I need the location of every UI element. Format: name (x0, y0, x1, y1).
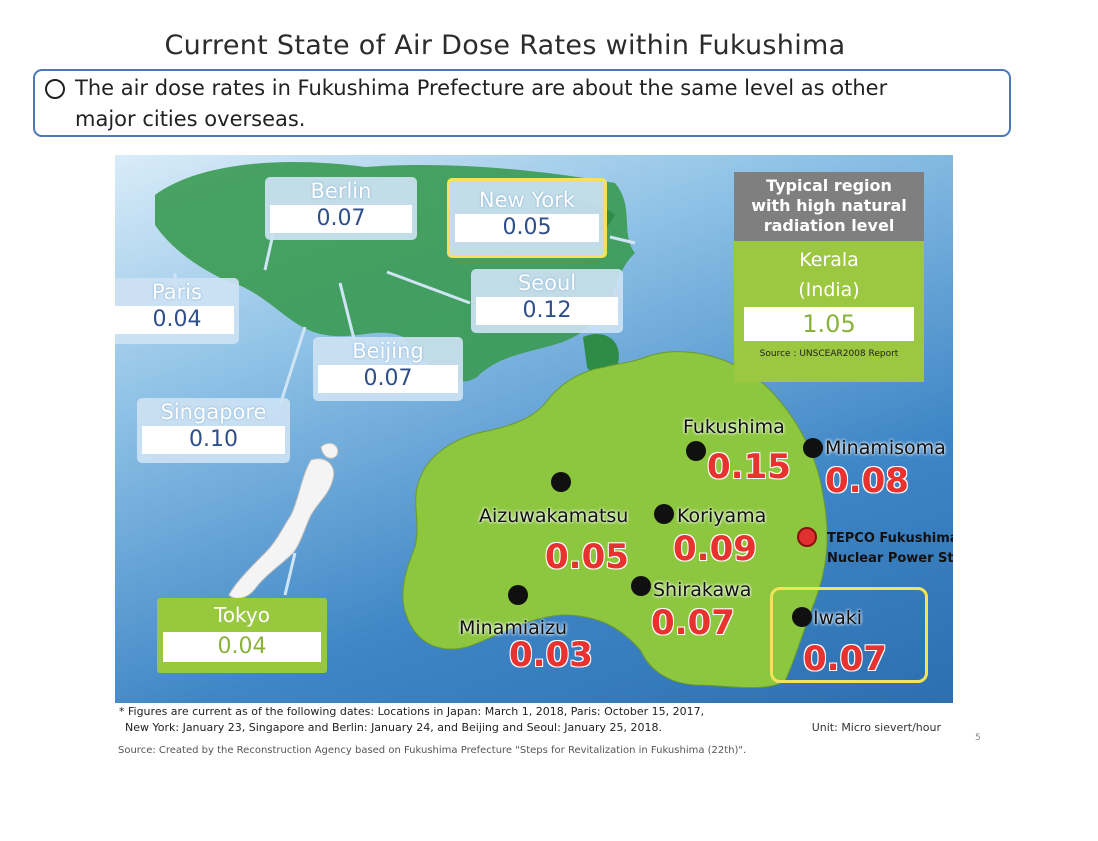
location-value: 0.03 (509, 635, 593, 675)
dose-rate-map: Berlin 0.07 New York 0.05 Paris 0.04 Seo… (115, 155, 953, 740)
location-label: Koriyama (677, 505, 767, 527)
location-marker (803, 438, 823, 458)
nuclear-plant-marker-icon (797, 527, 817, 547)
location-value: 0.07 (651, 603, 735, 643)
city-value: 0.04 (115, 306, 234, 334)
city-singapore: Singapore 0.10 (137, 398, 290, 463)
location-label: Minamisoma (825, 437, 946, 459)
location-value: 0.07 (803, 639, 887, 679)
tepco-label: TEPCO Fukushima Daiichi Nuclear Power St… (827, 529, 953, 569)
page-number: 5 (975, 733, 981, 743)
tepco-label-line: TEPCO Fukushima Daiichi (827, 531, 953, 546)
location-marker (508, 585, 528, 605)
kerala-name: Kerala (799, 249, 859, 271)
tepco-label-line: Nuclear Power Station (827, 551, 953, 566)
city-beijing: Beijing 0.07 (313, 337, 463, 401)
location-value: 0.15 (707, 447, 791, 487)
city-seoul: Seoul 0.12 (471, 269, 623, 333)
tokyo-name: Tokyo (214, 603, 270, 627)
city-value: 0.07 (318, 365, 458, 393)
kerala-value: 1.05 (744, 307, 914, 341)
summary-line-1: The air dose rates in Fukushima Prefectu… (75, 76, 888, 100)
city-value: 0.12 (476, 297, 618, 325)
location-value: 0.08 (825, 461, 909, 501)
notes-strip: * Figures are current as of the followin… (115, 703, 953, 740)
source-note: Source: Created by the Reconstruction Ag… (118, 745, 747, 756)
city-value: 0.05 (455, 214, 599, 242)
city-paris: Paris 0.04 (115, 278, 239, 344)
location-label: Fukushima (683, 416, 785, 438)
city-berlin: Berlin 0.07 (265, 177, 417, 240)
kerala-body: Kerala (India) 1.05 Source : UNSCEAR2008… (734, 241, 924, 382)
location-marker (654, 504, 674, 524)
tokyo-panel: Tokyo 0.04 (157, 598, 327, 673)
kerala-header-line: Typical region (766, 176, 892, 195)
kerala-source: Source : UNSCEAR2008 Report (759, 349, 899, 359)
note-line-1: * Figures are current as of the followin… (119, 705, 705, 718)
location-label: Shirakawa (653, 579, 752, 601)
summary-line-2: major cities overseas. (75, 107, 306, 131)
location-marker (631, 576, 651, 596)
city-new-york: New York 0.05 (447, 178, 607, 258)
city-name: Singapore (160, 400, 267, 424)
circle-bullet-icon (45, 79, 65, 99)
kerala-header-line: with high natural (751, 196, 907, 215)
location-label: Iwaki (813, 607, 863, 629)
location-value: 0.09 (673, 529, 757, 569)
location-marker (792, 607, 812, 627)
city-value: 0.10 (142, 426, 285, 454)
note-line-2: New York: January 23, Singapore and Berl… (125, 721, 662, 734)
location-marker (551, 472, 571, 492)
unit-label: Unit: Micro sievert/hour (811, 721, 941, 734)
page-title: Current State of Air Dose Rates within F… (164, 30, 846, 61)
city-name: New York (478, 188, 576, 212)
summary-box: The air dose rates in Fukushima Prefectu… (33, 69, 1011, 137)
kerala-country: (India) (798, 279, 860, 301)
location-label: Aizuwakamatsu (479, 505, 629, 527)
location-marker (686, 441, 706, 461)
kerala-header: Typical region with high natural radiati… (734, 172, 924, 241)
kerala-header-line: radiation level (763, 216, 895, 235)
location-value: 0.05 (545, 537, 629, 577)
city-name: Beijing (352, 339, 424, 363)
location-label: Minamiaizu (459, 617, 568, 639)
city-name: Paris (152, 280, 202, 304)
iwaki-highlight-box (770, 587, 928, 683)
city-name: Berlin (310, 179, 372, 203)
city-name: Seoul (517, 271, 577, 295)
kerala-panel: Typical region with high natural radiati… (734, 172, 924, 382)
city-value: 0.07 (270, 205, 412, 233)
tokyo-value: 0.04 (163, 632, 321, 662)
